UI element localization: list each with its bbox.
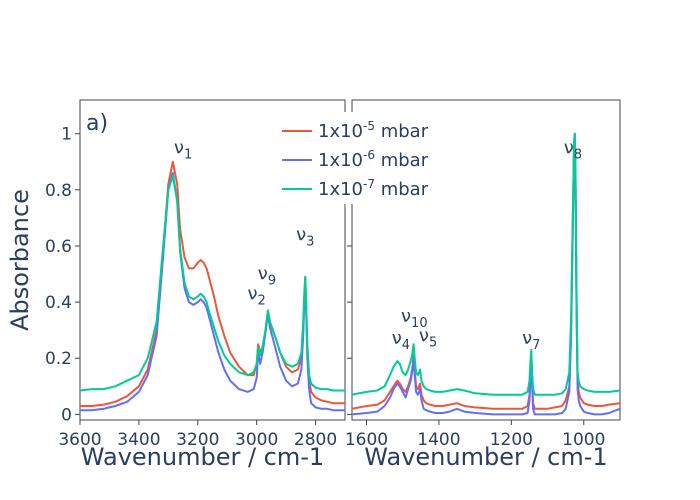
series-line-3	[80, 174, 345, 392]
x-tick-label: 3600	[58, 430, 101, 450]
y-tick-label: 0	[61, 405, 72, 425]
x-axis-label: Wavenumber / cm-1	[364, 443, 607, 471]
x-tick-label: 3000	[235, 430, 278, 450]
plot-frame	[79, 99, 346, 421]
x-tick-label: 1400	[417, 430, 460, 450]
x-tick-label: 1600	[345, 430, 388, 450]
peak-annotation: ν7	[522, 328, 540, 353]
panel-a: 3600 3400 3200 3000 2800 0 0.2 0.4 0.6 0.8 1 Wavenu…	[45, 99, 346, 471]
peak-annotation: ν10	[401, 306, 428, 331]
legend-entry: 1x10-7 mbar	[318, 177, 429, 200]
legend: 1x10-5 mbar 1x10-6 mbar 1x10-7 mbar	[275, 112, 435, 204]
y-tick-label: 0.2	[45, 349, 72, 369]
x-tick-label: 3200	[176, 430, 219, 450]
y-tick-label: 0.6	[45, 237, 72, 257]
x-tick-label: 1200	[490, 430, 533, 450]
peak-annotation: ν3	[296, 224, 314, 249]
peak-annotation: ν1	[174, 137, 192, 162]
series-line-3	[352, 132, 620, 396]
y-tick-label: 0.8	[45, 181, 72, 201]
plot-frame	[351, 99, 621, 421]
y-axis-label: Absorbance	[6, 189, 34, 331]
panel-label: a)	[86, 111, 108, 136]
series-group	[352, 132, 620, 416]
legend-entry: 1x10-5 mbar	[318, 119, 429, 142]
chart-panels: 3600 3400 3200 3000 2800 0 0.2 0.4 0.6 0.8 1 Wavenu…	[45, 99, 621, 471]
x-tick-label: 2800	[294, 430, 337, 450]
peak-annotation: ν9	[258, 264, 276, 289]
peak-annotation: ν5	[419, 325, 437, 350]
x-axis-label: Wavenumber / cm-1	[81, 443, 324, 471]
x-tick-label: 1000	[562, 430, 605, 450]
y-tick-label: 0.4	[45, 293, 72, 313]
peak-annotation: ν8	[564, 137, 582, 162]
y-tick-label: 1	[61, 125, 72, 145]
x-tick-label: 3400	[117, 430, 160, 450]
peak-annotation: ν2	[247, 283, 265, 308]
legend-entry: 1x10-6 mbar	[318, 148, 429, 171]
series-group	[80, 160, 345, 412]
peak-annotation: ν4	[392, 328, 410, 353]
